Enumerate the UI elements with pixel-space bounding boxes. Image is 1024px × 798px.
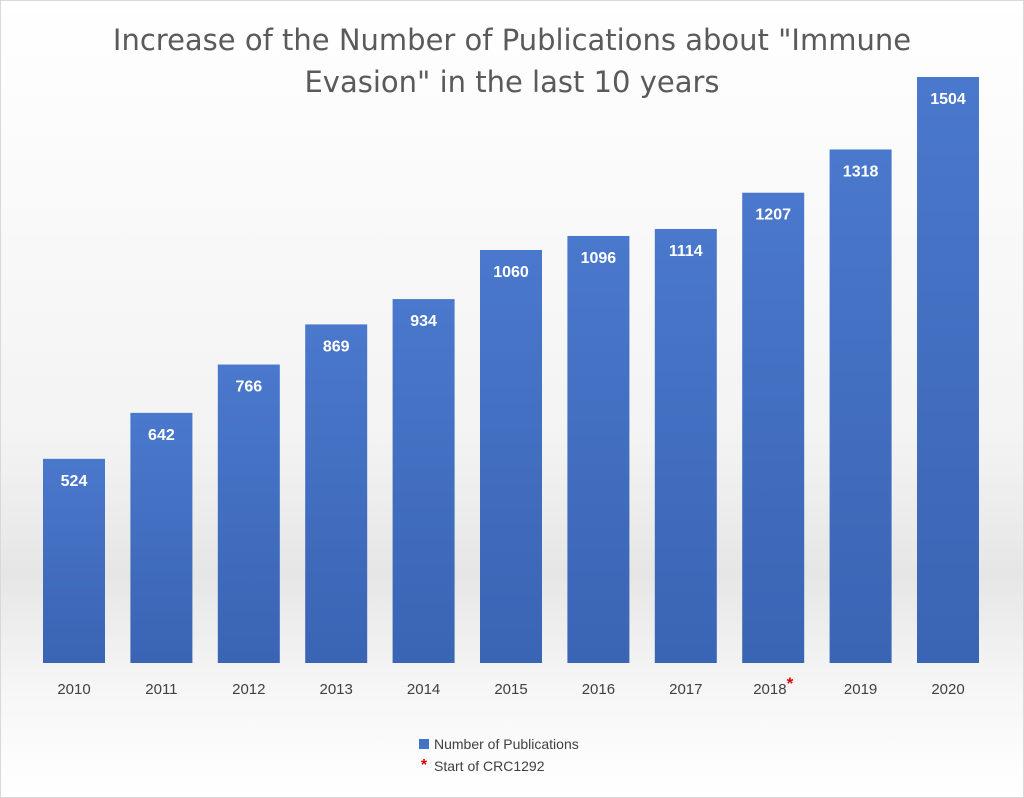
bar-2019: [829, 149, 892, 663]
bar-2011: [130, 412, 193, 663]
legend-item-note: * Start of CRC1292: [419, 755, 579, 777]
x-tick-label-2011: 2011: [145, 681, 177, 698]
data-label-2011: 642: [148, 427, 175, 444]
data-label-2015: 1060: [493, 264, 529, 281]
legend-note-marker: *: [420, 757, 428, 774]
data-label-2020: 1504: [930, 91, 966, 108]
x-tick-label-2017: 2017: [669, 681, 702, 698]
data-label-2012: 766: [235, 379, 262, 396]
x-tick-label-2014: 2014: [407, 681, 440, 698]
chart-title-line-1: Increase of the Number of Publications a…: [112, 23, 912, 57]
bar-2017: [654, 228, 717, 664]
x-tick-label-2019: 2019: [844, 681, 877, 698]
data-label-2014: 934: [410, 313, 437, 330]
x-tick-label-2012: 2012: [232, 681, 265, 698]
chart-title: Increase of the Number of Publications a…: [1, 19, 1023, 103]
bar-2010: [43, 458, 105, 663]
bar-2018: [742, 192, 805, 663]
data-label-2019: 1318: [843, 163, 879, 180]
x-tick-label-2020: 2020: [931, 681, 964, 698]
bar-2016: [567, 235, 630, 663]
data-label-2013: 869: [323, 338, 350, 355]
legend-series-label: Number of Publications: [434, 736, 579, 752]
data-label-2018: 1207: [755, 207, 791, 224]
data-label-2016: 1096: [581, 250, 617, 267]
x-tick-label-2015: 2015: [494, 681, 527, 698]
x-tick-label-2010: 2010: [57, 681, 90, 698]
data-label-2010: 524: [61, 473, 88, 490]
x-tick-label-2013: 2013: [320, 681, 353, 698]
bar-2013: [305, 324, 368, 663]
chart-title-line-2: Evasion" in the last 10 years: [304, 65, 720, 99]
bar-2012: [217, 364, 280, 663]
legend-item-series: Number of Publications: [419, 733, 579, 755]
legend-note-label: Start of CRC1292: [434, 758, 545, 774]
data-label-2017: 1114: [669, 243, 703, 260]
bar-2015: [480, 249, 542, 663]
bar-2020: [917, 77, 979, 663]
x-tick-label-2016: 2016: [582, 681, 615, 698]
x-tick-label-2018: 2018*: [753, 674, 793, 698]
annotation-marker-2018: *: [787, 674, 794, 693]
legend-swatch: [419, 739, 429, 749]
legend: Number of Publications * Start of CRC129…: [419, 733, 579, 777]
bar-2014: [392, 299, 455, 663]
